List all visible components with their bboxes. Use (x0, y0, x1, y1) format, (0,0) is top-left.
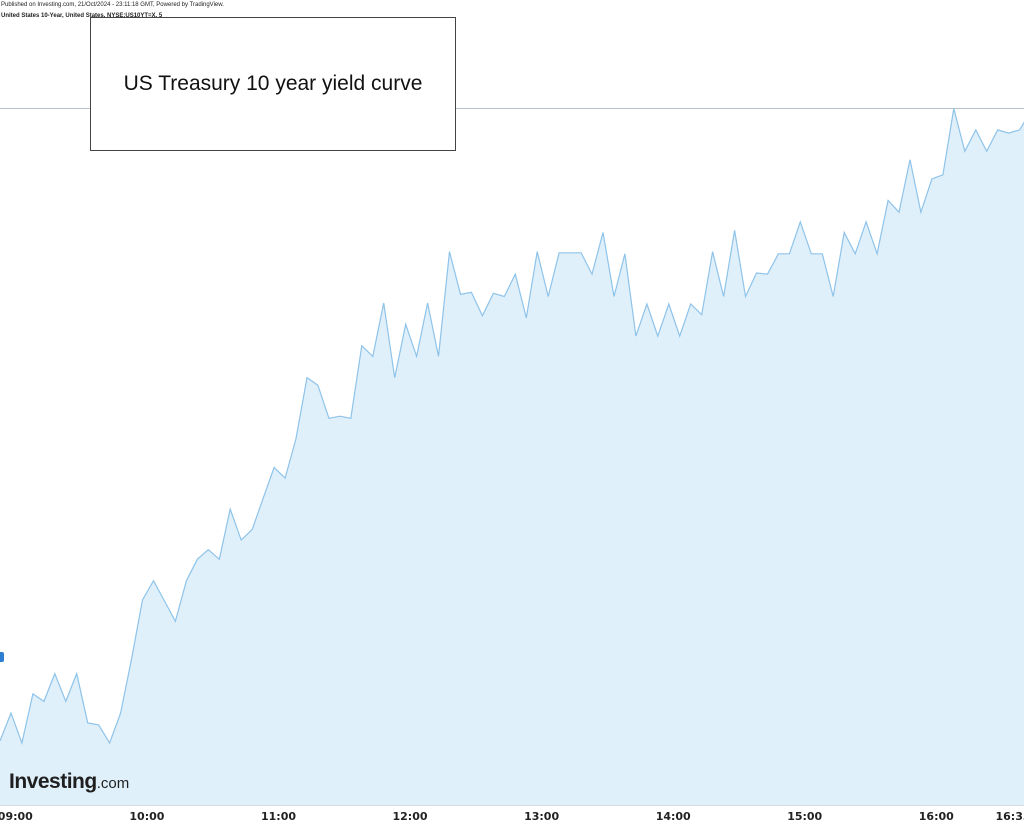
series-line (0, 108, 1024, 746)
x-tick-label: 14:00 (656, 810, 691, 823)
plot-layer (0, 108, 1024, 805)
logo-suffix-text: .com (96, 775, 130, 792)
x-tick-label: 10:00 (129, 810, 164, 823)
investing-logo: Investing.com (9, 770, 129, 794)
x-tick-label: 09:00 (0, 810, 33, 823)
x-tick-label: 16:00 (919, 810, 954, 823)
logo-main-text: Investing (9, 770, 97, 793)
x-tick-label: 11:00 (261, 810, 296, 823)
x-tick-label: 16:35 (995, 810, 1024, 823)
chart-title: US Treasury 10 year yield curve (123, 72, 423, 95)
x-tick-label: 13:00 (524, 810, 559, 823)
x-tick-label: 15:00 (787, 810, 822, 823)
x-axis: 09:00 10:00 11:00 12:00 13:00 14:00 15:00 16:00… (0, 805, 1024, 823)
published-info: Published on Investing.com, 21/Oct/2024 … (1, 2, 224, 8)
edge-marker[interactable] (0, 652, 4, 662)
series-area-fill (0, 108, 1024, 805)
chart-title-box: US Treasury 10 year yield curve (90, 17, 456, 151)
x-tick-label: 12:00 (392, 810, 427, 823)
symbol-info: United States 10-Year, United States, NY… (1, 13, 163, 19)
